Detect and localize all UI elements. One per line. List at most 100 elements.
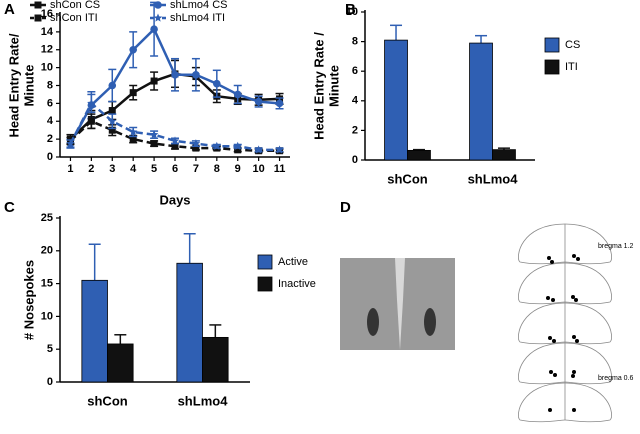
marker <box>129 45 137 54</box>
y-axis-label: Head Entry Rate/ <box>6 33 21 137</box>
x-tick-label: 10 <box>253 163 265 175</box>
marker <box>108 81 117 90</box>
marker <box>129 135 137 143</box>
x-tick-label: 1 <box>67 163 73 175</box>
y-tick-label: 25 <box>41 212 53 224</box>
marker <box>192 70 200 79</box>
y-tick-label: 10 <box>41 310 53 322</box>
bar <box>469 42 493 161</box>
x-tick-label: 2 <box>88 163 94 175</box>
legend-label: shCon ITI <box>50 12 98 24</box>
marker <box>108 126 116 134</box>
atlas-sections <box>518 223 612 423</box>
y-axis-label: Minute <box>21 65 36 107</box>
y-axis-label: # Nosepokes <box>21 260 36 340</box>
panel-letter: C <box>4 199 15 216</box>
series <box>66 1 284 149</box>
y-tick-label: 0 <box>352 154 358 166</box>
x-tick-label: shCon <box>387 171 428 186</box>
y-tick-label: 0 <box>47 376 53 388</box>
marker <box>66 139 75 148</box>
x-tick-label: shCon <box>87 393 128 408</box>
marker <box>275 145 284 154</box>
y-tick-label: 20 <box>41 245 53 257</box>
marker <box>275 99 284 108</box>
marker <box>233 141 243 150</box>
legend-swatch <box>257 276 273 292</box>
marker <box>171 142 179 150</box>
marker <box>149 130 159 139</box>
bar <box>492 149 516 161</box>
marker <box>150 77 158 85</box>
panel-letter: D <box>340 199 351 216</box>
x-axis-label: Days <box>159 192 190 207</box>
marker <box>34 1 42 9</box>
y-axis-label: Head Entry Rate / <box>311 32 326 140</box>
legend-label: shCon CS <box>50 0 100 11</box>
legend-label: shLmo4 CS <box>170 0 227 11</box>
annotation: bregma 1.2 <box>598 243 634 250</box>
y-tick-label: 6 <box>352 65 358 77</box>
bar <box>407 149 431 161</box>
legend-label: ITI <box>565 61 578 73</box>
bar <box>176 262 203 383</box>
x-tick-label: 3 <box>109 163 115 175</box>
marker <box>192 144 200 152</box>
y-tick-label: 10 <box>41 62 53 74</box>
panel-letter: A <box>4 1 15 18</box>
midline <box>395 258 405 350</box>
marker <box>87 98 96 108</box>
legend-swatch <box>257 254 273 270</box>
annotation: bregma 0.6 <box>598 375 634 382</box>
x-tick-label: 11 <box>274 163 286 175</box>
marker <box>154 1 162 9</box>
marker <box>107 116 117 125</box>
bar <box>81 279 108 383</box>
x-tick-label: 4 <box>130 163 137 175</box>
legend-swatch <box>544 37 560 53</box>
injection-site <box>367 308 379 336</box>
y-tick-label: 12 <box>41 44 53 56</box>
marker <box>129 89 137 97</box>
x-tick-label: 9 <box>235 163 241 175</box>
legend-label: shLmo4 ITI <box>170 12 225 24</box>
y-tick-label: 8 <box>352 36 358 48</box>
marker <box>87 117 95 125</box>
marker <box>254 97 263 106</box>
y-tick-label: 2 <box>352 124 358 136</box>
legend-label: Inactive <box>278 278 316 290</box>
y-tick-label: 15 <box>41 278 53 290</box>
y-tick-label: 14 <box>41 26 54 38</box>
y-tick-label: 10 <box>346 6 358 18</box>
marker <box>108 107 116 115</box>
series <box>66 93 284 154</box>
marker <box>233 90 242 99</box>
marker <box>212 141 222 150</box>
y-tick-label: 6 <box>47 97 53 109</box>
x-tick-label: shLmo4 <box>178 393 229 408</box>
marker <box>153 13 163 22</box>
x-tick-label: 5 <box>151 163 157 175</box>
panel-letter: B <box>345 1 356 18</box>
marker <box>150 140 158 148</box>
y-axis-label: Minute <box>326 65 341 107</box>
bar <box>202 336 229 383</box>
series-line <box>69 101 280 152</box>
legend-label: Active <box>278 256 308 268</box>
y-tick-label: 4 <box>352 95 359 107</box>
y-tick-label: 4 <box>47 115 54 127</box>
marker <box>150 25 158 33</box>
injection-site <box>424 308 436 336</box>
legend-label: CS <box>565 39 580 51</box>
annotation: * <box>146 0 152 7</box>
placement-dots <box>546 254 580 412</box>
x-tick-label: 8 <box>214 163 220 175</box>
bar <box>107 343 134 383</box>
marker <box>234 146 242 154</box>
y-tick-label: 8 <box>47 79 53 91</box>
y-tick-label: 0 <box>47 151 53 163</box>
legend-swatch <box>544 59 560 75</box>
marker <box>170 136 180 145</box>
x-tick-label: shLmo4 <box>468 171 519 186</box>
